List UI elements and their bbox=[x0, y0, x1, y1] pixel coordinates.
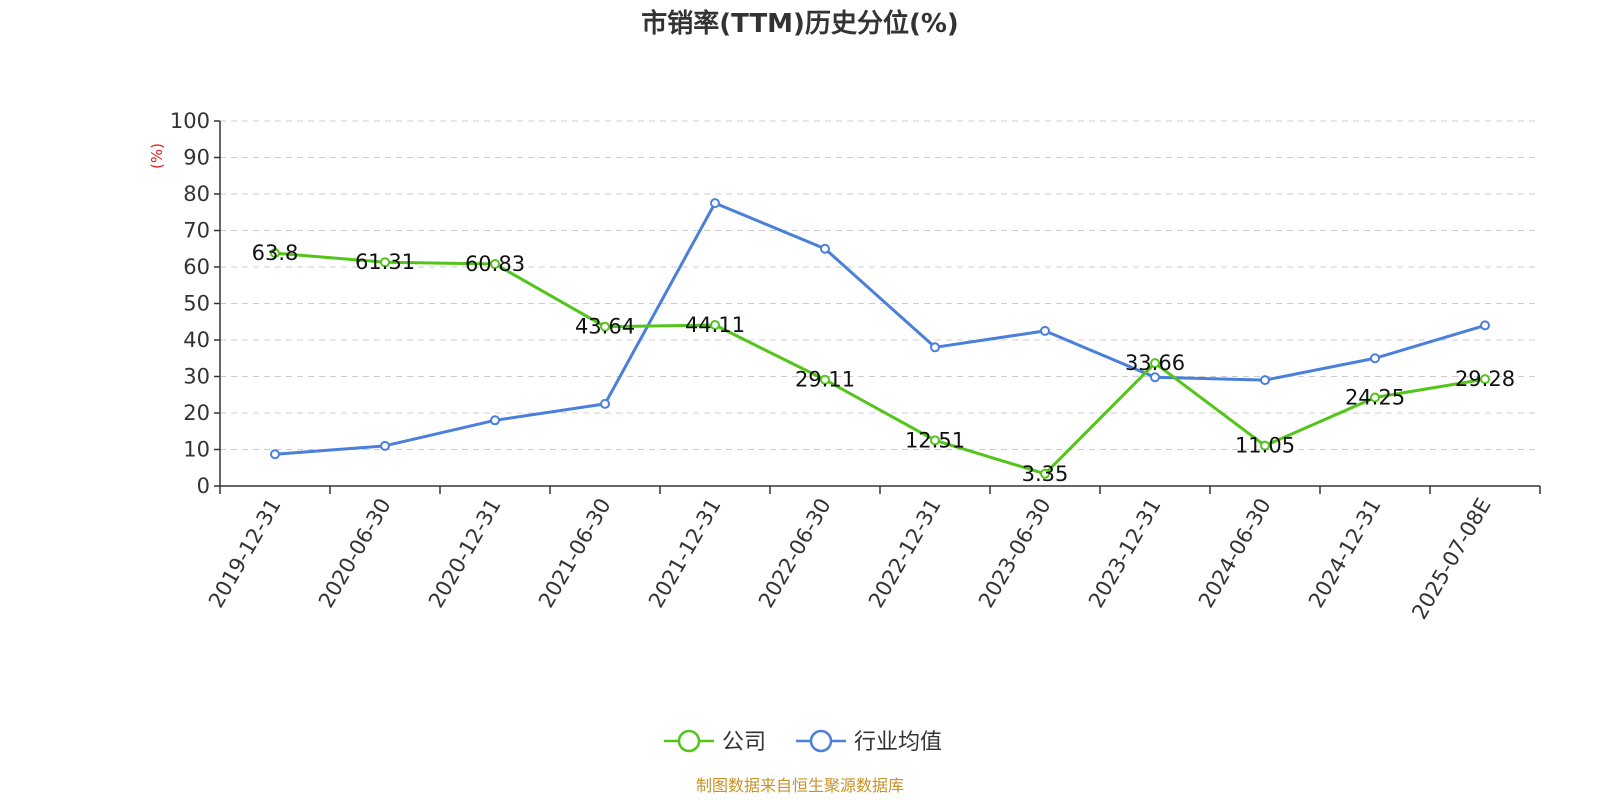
data-label: 12.51 bbox=[905, 428, 965, 452]
y-axis-unit-label: (%) bbox=[148, 143, 166, 169]
y-tick-label: 90 bbox=[183, 146, 210, 170]
chart-title: 市销率(TTM)历史分位(%) bbox=[641, 8, 959, 39]
data-label: 61.31 bbox=[355, 250, 415, 274]
data-label: 43.64 bbox=[575, 315, 635, 339]
x-tick-label: 2020-12-31 bbox=[424, 494, 506, 612]
data-point bbox=[490, 258, 500, 269]
data-point bbox=[710, 198, 720, 209]
y-tick-label: 80 bbox=[183, 182, 210, 206]
x-tick-label: 2020-06-30 bbox=[314, 494, 396, 612]
x-tick-label: 2024-06-30 bbox=[1194, 494, 1276, 612]
x-tick-label: 2022-12-31 bbox=[864, 494, 946, 612]
series-line bbox=[274, 251, 1486, 476]
data-label: 29.28 bbox=[1455, 367, 1515, 391]
series-lines bbox=[270, 198, 1490, 479]
data-point bbox=[1150, 372, 1160, 383]
data-point bbox=[1370, 392, 1380, 403]
data-point bbox=[710, 319, 720, 330]
data-label: 60.83 bbox=[465, 252, 525, 276]
y-tick-label: 10 bbox=[183, 438, 210, 462]
series-line bbox=[274, 201, 1486, 456]
x-tick-label: 2021-12-31 bbox=[644, 494, 726, 612]
data-point bbox=[380, 257, 390, 268]
data-label: 29.11 bbox=[795, 368, 855, 392]
legend-label: 行业均值 bbox=[854, 730, 942, 755]
data-point bbox=[380, 440, 390, 451]
data-point bbox=[930, 435, 940, 446]
y-tick-label: 60 bbox=[183, 255, 210, 279]
x-tick-label: 2023-12-31 bbox=[1084, 494, 1166, 612]
x-tick-label: 2023-06-30 bbox=[974, 494, 1056, 612]
data-point bbox=[930, 342, 940, 353]
source-note: 制图数据来自恒生聚源数据库 bbox=[696, 776, 904, 795]
y-tick-label: 100 bbox=[170, 109, 210, 133]
y-tick-label: 0 bbox=[197, 474, 210, 498]
data-point bbox=[270, 248, 280, 259]
y-tick-label: 50 bbox=[183, 292, 210, 316]
legend-marker bbox=[809, 729, 833, 753]
data-label: 33.66 bbox=[1125, 351, 1185, 375]
data-point bbox=[600, 398, 610, 409]
x-tick-label: 2019-12-31 bbox=[204, 494, 286, 612]
data-label: 24.25 bbox=[1345, 385, 1405, 409]
x-tick-label: 2024-12-31 bbox=[1304, 494, 1386, 612]
data-label: 44.11 bbox=[685, 313, 745, 337]
data-point bbox=[1480, 374, 1490, 385]
y-tick-label: 20 bbox=[183, 401, 210, 425]
grid-lines bbox=[220, 120, 1540, 450]
legend[interactable]: 公司 行业均值 bbox=[664, 729, 942, 755]
data-point bbox=[1040, 325, 1050, 336]
legend-marker bbox=[677, 729, 701, 753]
data-label: 11.05 bbox=[1235, 434, 1295, 458]
data-labels: 63.8 61.31 60.83 43.64 44.11 29.11 12.51 3.35 33… bbox=[252, 241, 1515, 486]
data-label: 3.35 bbox=[1022, 462, 1069, 486]
data-point bbox=[820, 243, 830, 254]
data-point bbox=[1040, 468, 1050, 479]
data-label: 63.8 bbox=[252, 241, 299, 265]
data-point bbox=[1150, 358, 1160, 369]
data-point bbox=[1480, 320, 1490, 331]
y-tick-label: 30 bbox=[183, 365, 210, 389]
y-tick-label: 40 bbox=[183, 328, 210, 352]
data-point bbox=[1370, 353, 1380, 364]
data-point bbox=[600, 321, 610, 332]
x-tick-label: 2025-07-08E bbox=[1407, 494, 1495, 623]
legend-label: 公司 bbox=[722, 730, 766, 755]
data-point bbox=[820, 374, 830, 385]
x-tick-label: 2021-06-30 bbox=[534, 494, 616, 612]
y-tick-label: 70 bbox=[183, 219, 210, 243]
data-point bbox=[1260, 440, 1270, 451]
data-point bbox=[1260, 375, 1270, 386]
data-point bbox=[270, 449, 280, 460]
x-tick-label: 2022-06-30 bbox=[754, 494, 836, 612]
data-point bbox=[490, 415, 500, 426]
